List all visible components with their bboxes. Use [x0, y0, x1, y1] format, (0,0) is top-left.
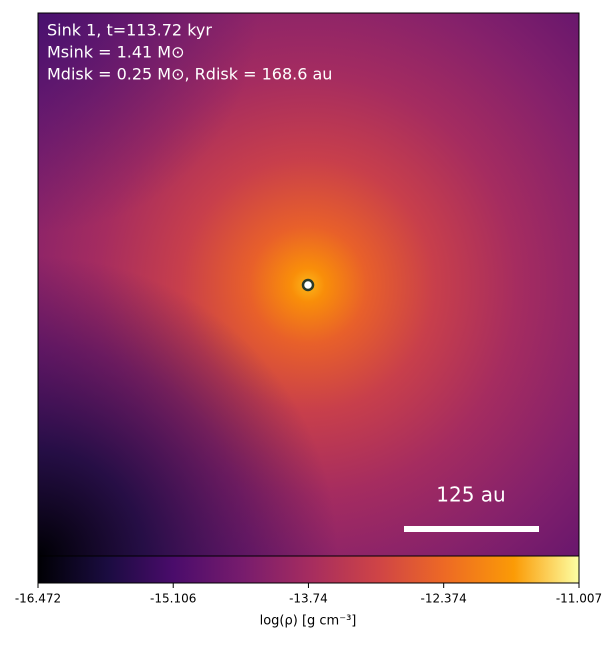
- colorbar-tick-label: -16.472: [15, 592, 61, 606]
- colorbar-tick-label: -12.374: [421, 592, 467, 606]
- colorbar-tick-label: -13.74: [289, 592, 328, 606]
- annotation: Sink 1, t=113.72 kyr: [47, 21, 212, 40]
- annotation: Msink = 1.41 M⊙: [47, 43, 185, 62]
- colorbar-tick-label: -11.007: [556, 592, 602, 606]
- annotation: Mdisk = 0.25 M⊙, Rdisk = 168.6 au: [47, 65, 332, 84]
- colorbar: [37, 555, 580, 584]
- sink-marker: [301, 278, 315, 292]
- colorbar-tick-label: -15.106: [150, 592, 196, 606]
- scale-bar-label: 125 au: [436, 483, 505, 507]
- colorbar-label: log(ρ) [g cm⁻³]: [260, 614, 357, 629]
